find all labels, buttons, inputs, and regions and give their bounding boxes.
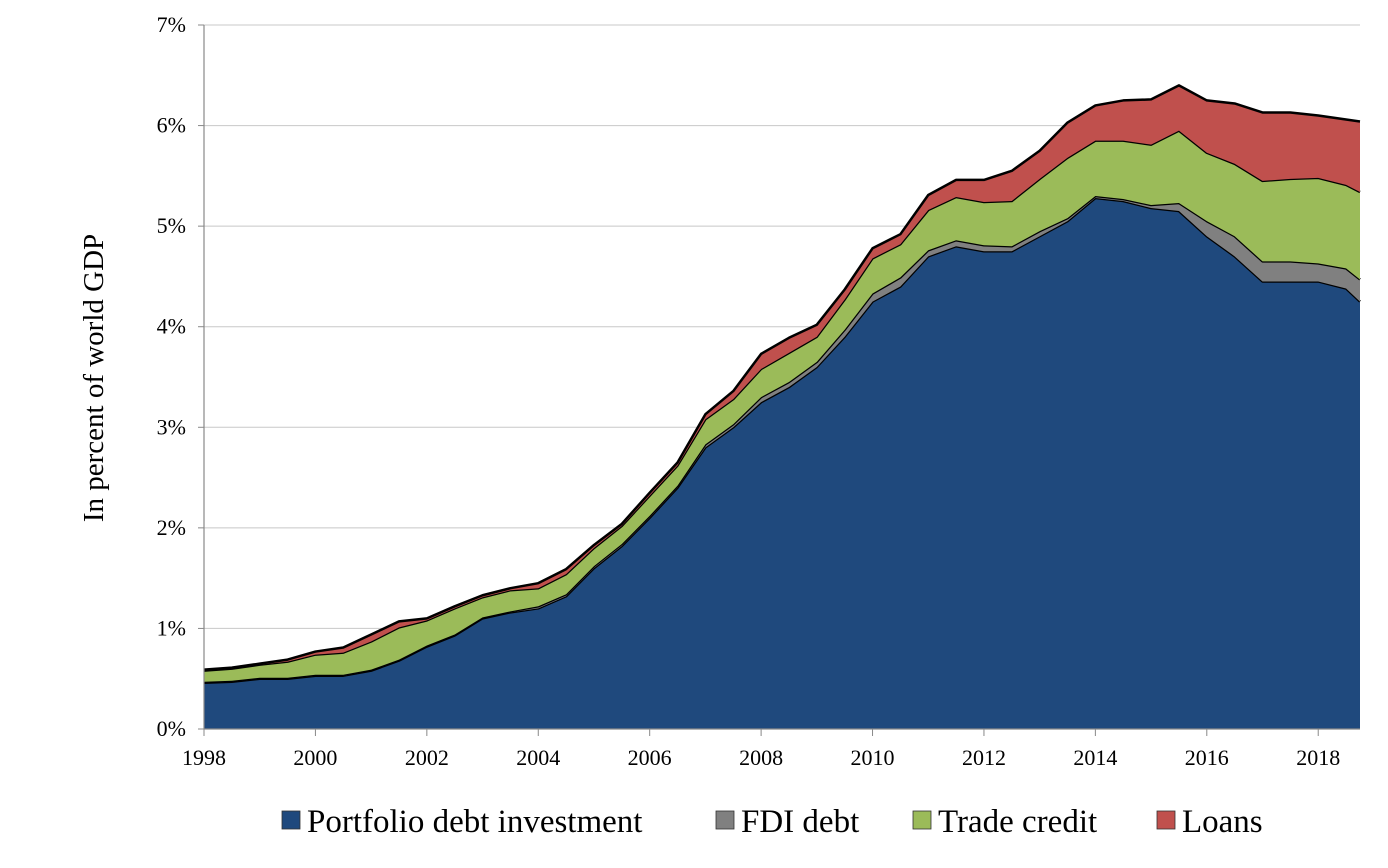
x-tick-label-8: 2014 (1073, 745, 1117, 770)
x-tick-label-3: 2004 (516, 745, 560, 770)
x-tick-label-6: 2010 (851, 745, 895, 770)
legend: Portfolio debt investment FDI debt Trade c… (281, 804, 1263, 840)
y-tick-label-6: 6% (157, 113, 186, 138)
legend-swatch-0 (281, 810, 301, 830)
y-tick-labels: 0% 1% 2% 3% 4% 5% 6% 7% (157, 12, 204, 741)
y-tick-label-0: 0% (157, 716, 186, 741)
legend-label-2: Trade credit (938, 804, 1097, 840)
legend-swatch-1 (715, 810, 735, 830)
y-axis-title: In percent of world GDP (78, 234, 110, 522)
y-tick-label-7: 7% (157, 12, 186, 37)
area-series-2 (204, 130, 1360, 682)
series-areas (203, 84, 1361, 730)
x-tick-label-5: 2008 (739, 745, 783, 770)
x-tick-label-1: 2000 (293, 745, 337, 770)
legend-label-0: Portfolio debt investment (307, 804, 642, 840)
legend-swatch-2 (912, 810, 932, 830)
y-tick-label-4: 4% (157, 314, 186, 339)
x-tick-label-0: 1998 (182, 745, 226, 770)
legend-label-3: Loans (1182, 804, 1263, 840)
y-tick-label-5: 5% (157, 213, 186, 238)
x-tick-label-2: 2002 (405, 745, 449, 770)
y-tick-label-3: 3% (157, 414, 186, 439)
x-tick-label-9: 2016 (1185, 745, 1229, 770)
axes (203, 25, 1360, 730)
legend-label-1: FDI debt (741, 804, 859, 840)
area-outline-3 (203, 84, 1361, 671)
x-tick-labels: 1998 2000 2002 2004 2006 2008 2010 2012 2014 2016… (182, 729, 1340, 770)
x-tick-label-4: 2006 (628, 745, 672, 770)
area-series-3 (204, 85, 1360, 671)
y-tick-label-2: 2% (157, 515, 186, 540)
x-tick-label-7: 2012 (962, 745, 1006, 770)
x-tick-label-10: 2018 (1296, 745, 1340, 770)
area-series-0 (204, 197, 1360, 730)
y-tick-label-1: 1% (157, 615, 186, 640)
legend-swatch-3 (1156, 810, 1176, 830)
